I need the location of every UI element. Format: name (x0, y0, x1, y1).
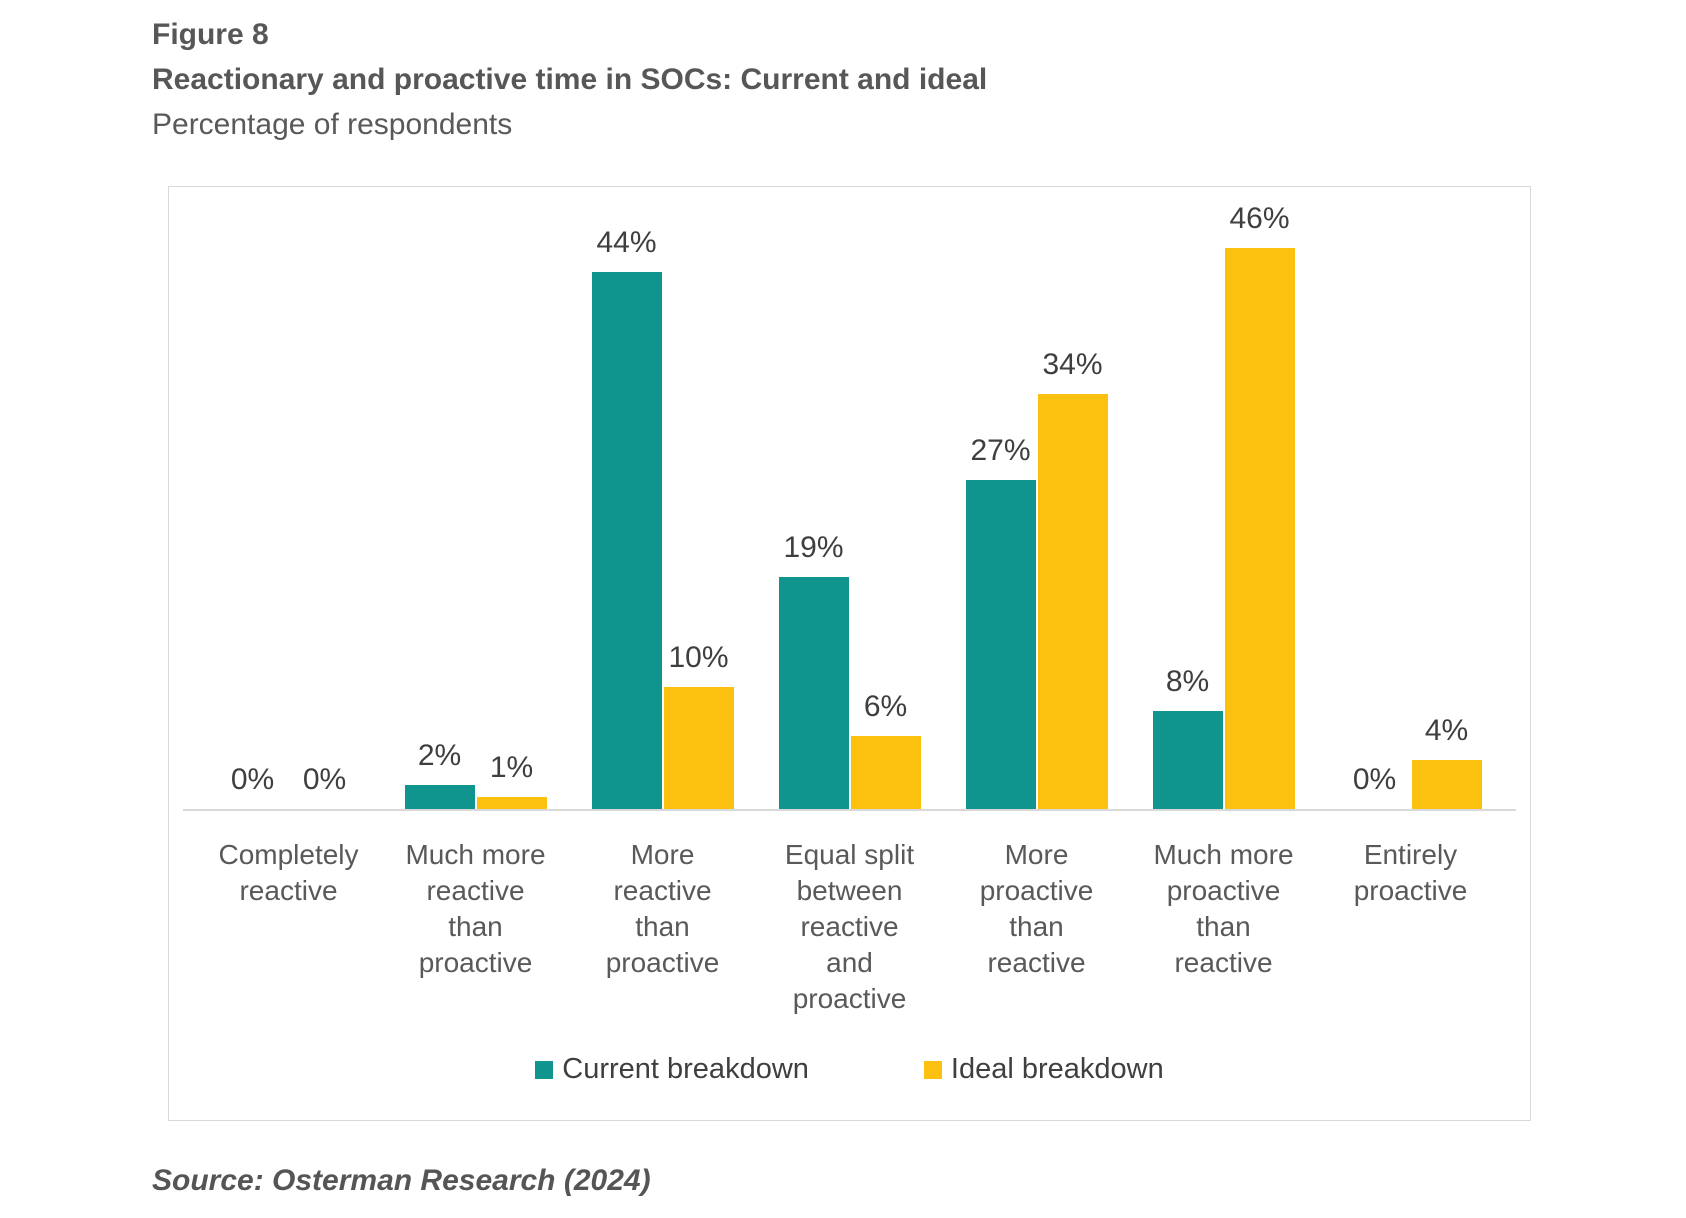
value-label: 46% (1229, 201, 1290, 235)
x-axis-category-label: More reactive than proactive (605, 839, 720, 978)
bar-group: 44% 10% (569, 226, 756, 809)
bar-ideal (476, 796, 547, 809)
bar-ideal (1037, 394, 1108, 809)
value-label: 0% (302, 763, 347, 796)
x-axis-category-label: Completely reactive (218, 839, 359, 906)
bar-current (965, 479, 1036, 809)
source-note: Source: Osterman Research (2024) (152, 1164, 651, 1197)
bar-ideal (850, 735, 921, 809)
x-axis-labels: Completely reactive Much more reactive th… (169, 811, 1530, 1017)
figure-number: Figure 8 (152, 18, 269, 51)
bar-group: 27% 34% (943, 348, 1130, 809)
value-label: 1% (489, 750, 534, 784)
value-label: 4% (1424, 714, 1469, 748)
value-label: 8% (1165, 665, 1210, 699)
value-label: 19% (783, 531, 844, 565)
bar-slot: 46% (1224, 201, 1295, 809)
bar-current (591, 272, 662, 809)
bar-slot: 27% (965, 433, 1036, 809)
legend-item: Ideal breakdown (923, 1053, 1164, 1086)
value-label: 34% (1042, 348, 1103, 382)
value-label: 44% (596, 226, 657, 260)
bar-slot: 1% (476, 750, 547, 809)
bar-slot: 6% (850, 689, 921, 809)
bar-group: 0% 0% (195, 763, 382, 809)
legend-swatch-ideal (923, 1060, 942, 1079)
chart-container: 0% 0% 2% 1% 44% 10% 19% 6% 27% 34% 8% 46% 0% 4% Compl… (168, 186, 1531, 1121)
x-axis-category-label: Entirely proactive (1353, 839, 1468, 906)
bar-current (778, 577, 849, 809)
bar-current (404, 784, 475, 809)
bar-slot: 2% (404, 738, 475, 809)
figure-header: Figure 8 Reactionary and proactive time … (152, 12, 987, 147)
bar-group: 8% 46% (1130, 202, 1317, 809)
bar-group: 19% 6% (756, 531, 943, 809)
bar-ideal (1411, 760, 1482, 809)
bar-slot: 0% (218, 763, 288, 809)
chart-legend: Current breakdown Ideal breakdown (169, 1053, 1530, 1086)
figure-subtitle: Percentage of respondents (152, 108, 513, 141)
value-label: 2% (417, 738, 462, 772)
bar-slot: 34% (1037, 348, 1108, 809)
bar-slot: 0% (1340, 763, 1410, 809)
value-label: 6% (863, 689, 908, 723)
x-axis-category-label: More proactive than reactive (979, 839, 1094, 978)
plot-area: 0% 0% 2% 1% 44% 10% 19% 6% 27% 34% 8% 46% 0% 4% (169, 187, 1530, 809)
bar-slot: 8% (1152, 665, 1223, 809)
bar-ideal (1224, 247, 1295, 809)
legend-item: Current breakdown (535, 1053, 809, 1086)
value-label: 0% (230, 763, 275, 796)
value-label: 0% (1352, 763, 1397, 796)
legend-swatch-current (535, 1060, 554, 1079)
bar-group: 0% 4% (1317, 714, 1504, 809)
figure-title: Reactionary and proactive time in SOCs: … (152, 63, 988, 96)
value-label: 27% (970, 433, 1031, 467)
value-label: 10% (668, 641, 729, 674)
bar-slot: 4% (1411, 714, 1482, 809)
bar-slot: 44% (591, 226, 662, 809)
legend-label: Ideal breakdown (950, 1053, 1164, 1085)
x-axis-line (183, 809, 1516, 811)
bar-current (1152, 711, 1223, 809)
bar-group: 2% 1% (382, 739, 569, 809)
bar-slot: 10% (663, 641, 734, 809)
x-axis-category-label: Much more proactive than reactive (1153, 839, 1294, 978)
x-axis-category-label: Equal split between reactive and proacti… (784, 839, 915, 1014)
bar-slot: 19% (778, 531, 849, 809)
x-axis-category-label: Much more reactive than proactive (405, 839, 546, 978)
legend-label: Current breakdown (562, 1053, 809, 1085)
bar-ideal (663, 687, 734, 809)
bar-slot: 0% (290, 763, 360, 809)
